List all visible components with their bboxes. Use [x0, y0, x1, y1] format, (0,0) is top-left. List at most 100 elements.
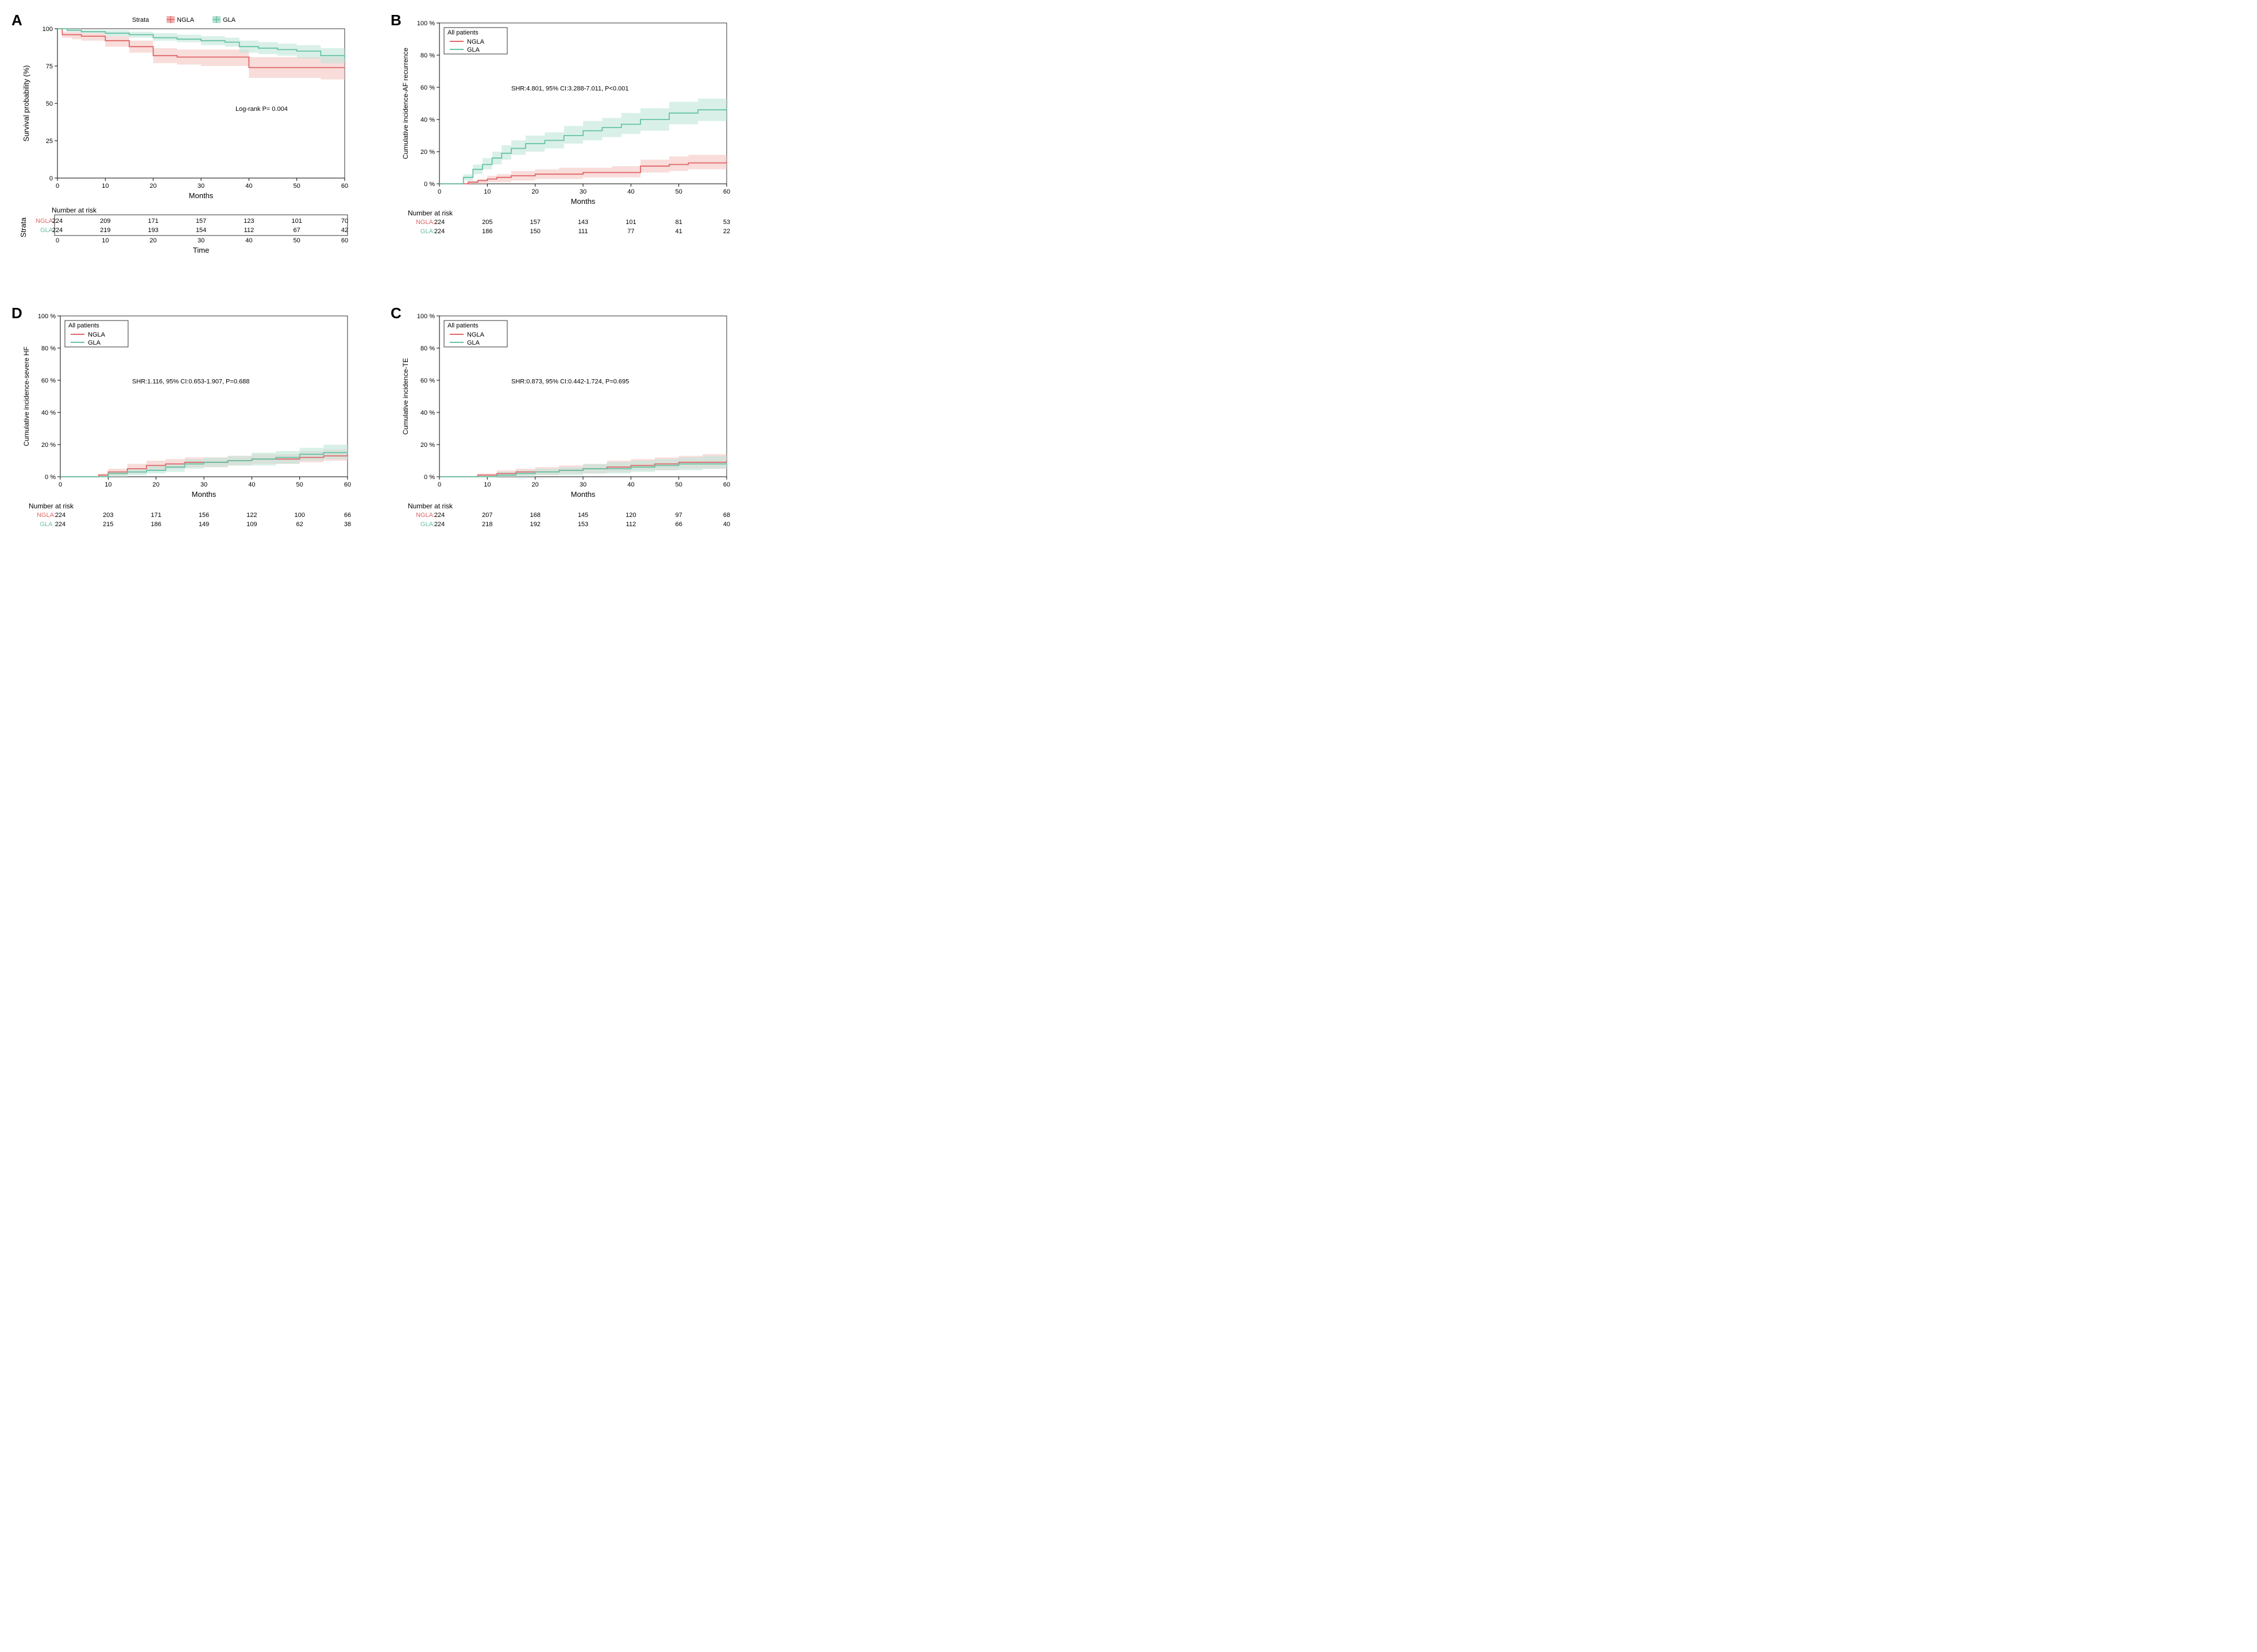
svg-text:154: 154	[196, 227, 206, 234]
svg-text:GLA: GLA	[88, 339, 101, 346]
svg-text:All patients: All patients	[447, 29, 479, 36]
svg-text:101: 101	[626, 219, 636, 226]
svg-text:60: 60	[723, 481, 730, 488]
panel-C-label: C	[391, 304, 402, 322]
svg-text:20 %: 20 %	[420, 442, 435, 449]
svg-text:100: 100	[43, 26, 53, 33]
svg-text:SHR:4.801, 95% CI:3.288-7.011,: SHR:4.801, 95% CI:3.288-7.011, P<0.001	[511, 86, 628, 92]
svg-text:101: 101	[291, 218, 302, 225]
svg-text:Cumulative incidence-AF recurr: Cumulative incidence-AF recurrence	[402, 48, 410, 159]
svg-text:Strata: Strata	[19, 217, 28, 237]
svg-text:80 %: 80 %	[420, 345, 435, 352]
svg-text:20: 20	[153, 481, 160, 488]
svg-text:Number at risk: Number at risk	[408, 502, 453, 510]
svg-text:20 %: 20 %	[41, 442, 56, 449]
svg-text:10: 10	[484, 188, 491, 195]
svg-text:224: 224	[55, 521, 65, 528]
svg-text:40: 40	[248, 481, 255, 488]
svg-text:193: 193	[148, 227, 158, 234]
svg-text:30: 30	[198, 237, 205, 244]
svg-text:153: 153	[578, 521, 588, 528]
svg-text:70: 70	[341, 218, 348, 225]
svg-text:60 %: 60 %	[420, 377, 435, 384]
svg-text:100 %: 100 %	[417, 20, 435, 27]
svg-text:100 %: 100 %	[417, 313, 435, 320]
svg-text:20 %: 20 %	[420, 149, 435, 156]
svg-text:GLA:: GLA:	[420, 521, 435, 528]
svg-text:224: 224	[55, 512, 65, 519]
svg-text:Survival probability (%): Survival probability (%)	[22, 65, 30, 142]
svg-text:224: 224	[434, 521, 445, 528]
svg-text:143: 143	[578, 219, 588, 226]
panel-C-svg: 01020304050600 %20 %40 %60 %80 %100 %SHR…	[391, 304, 747, 546]
svg-text:50: 50	[294, 237, 300, 244]
svg-text:224: 224	[434, 228, 445, 235]
svg-text:0: 0	[56, 237, 59, 244]
svg-text:40: 40	[723, 521, 730, 528]
svg-text:10: 10	[102, 183, 109, 190]
svg-text:41: 41	[676, 228, 682, 235]
svg-text:GLA: GLA	[467, 339, 480, 346]
svg-text:123: 123	[244, 218, 254, 225]
svg-text:10: 10	[105, 481, 111, 488]
svg-text:192: 192	[530, 521, 540, 528]
svg-text:40: 40	[245, 237, 252, 244]
svg-text:20: 20	[150, 183, 157, 190]
svg-text:50: 50	[676, 188, 682, 195]
svg-text:10: 10	[484, 481, 491, 488]
panel-A-svg: 01020304050600255075100Log-rank P= 0.004…	[11, 11, 368, 287]
svg-text:40: 40	[627, 188, 634, 195]
svg-text:224: 224	[52, 218, 63, 225]
svg-text:60: 60	[341, 237, 348, 244]
svg-text:38: 38	[344, 521, 351, 528]
svg-text:GLA:: GLA:	[420, 228, 435, 235]
svg-text:50: 50	[676, 481, 682, 488]
svg-text:Months: Months	[571, 490, 596, 499]
svg-text:50: 50	[46, 101, 53, 107]
svg-text:0 %: 0 %	[424, 474, 435, 481]
svg-text:50: 50	[294, 183, 300, 190]
svg-text:10: 10	[102, 237, 109, 244]
svg-text:Number at risk: Number at risk	[408, 209, 453, 217]
svg-text:149: 149	[199, 521, 209, 528]
svg-text:Cumulative incidence-TE: Cumulative incidence-TE	[402, 358, 410, 434]
svg-text:120: 120	[626, 512, 636, 519]
svg-text:122: 122	[246, 512, 257, 519]
svg-text:67: 67	[294, 227, 300, 234]
svg-text:0: 0	[49, 175, 53, 182]
svg-text:Log-rank P= 0.004: Log-rank P= 0.004	[236, 106, 288, 113]
svg-text:40 %: 40 %	[420, 410, 435, 416]
svg-text:224: 224	[434, 512, 445, 519]
svg-text:40 %: 40 %	[420, 117, 435, 123]
svg-text:186: 186	[151, 521, 161, 528]
svg-text:0: 0	[56, 183, 59, 190]
svg-text:NGLA: NGLA	[36, 218, 53, 225]
panel-A-label: A	[11, 11, 22, 29]
svg-text:25: 25	[46, 138, 53, 145]
svg-text:215: 215	[103, 521, 113, 528]
svg-text:171: 171	[148, 218, 158, 225]
svg-text:62: 62	[296, 521, 303, 528]
svg-text:60: 60	[344, 481, 351, 488]
svg-text:75: 75	[46, 63, 53, 70]
svg-text:42: 42	[341, 227, 348, 234]
svg-text:20: 20	[532, 188, 539, 195]
svg-text:0: 0	[438, 481, 441, 488]
svg-text:30: 30	[200, 481, 207, 488]
svg-text:GLA: GLA	[223, 17, 236, 24]
svg-text:207: 207	[482, 512, 492, 519]
panel-D-svg: 01020304050600 %20 %40 %60 %80 %100 %SHR…	[11, 304, 368, 546]
svg-text:157: 157	[530, 219, 540, 226]
panel-A: A 01020304050600255075100Log-rank P= 0.0…	[11, 11, 368, 287]
svg-text:20: 20	[150, 237, 157, 244]
svg-text:40: 40	[627, 481, 634, 488]
svg-text:30: 30	[198, 183, 205, 190]
svg-text:Months: Months	[189, 191, 214, 200]
panel-B-svg: 01020304050600 %20 %40 %60 %80 %100 %SHR…	[391, 11, 747, 253]
svg-text:109: 109	[246, 521, 257, 528]
svg-text:68: 68	[723, 512, 730, 519]
panel-B-label: B	[391, 11, 402, 29]
svg-text:20: 20	[532, 481, 539, 488]
svg-text:40 %: 40 %	[41, 410, 56, 416]
svg-text:Number at risk: Number at risk	[52, 206, 97, 214]
